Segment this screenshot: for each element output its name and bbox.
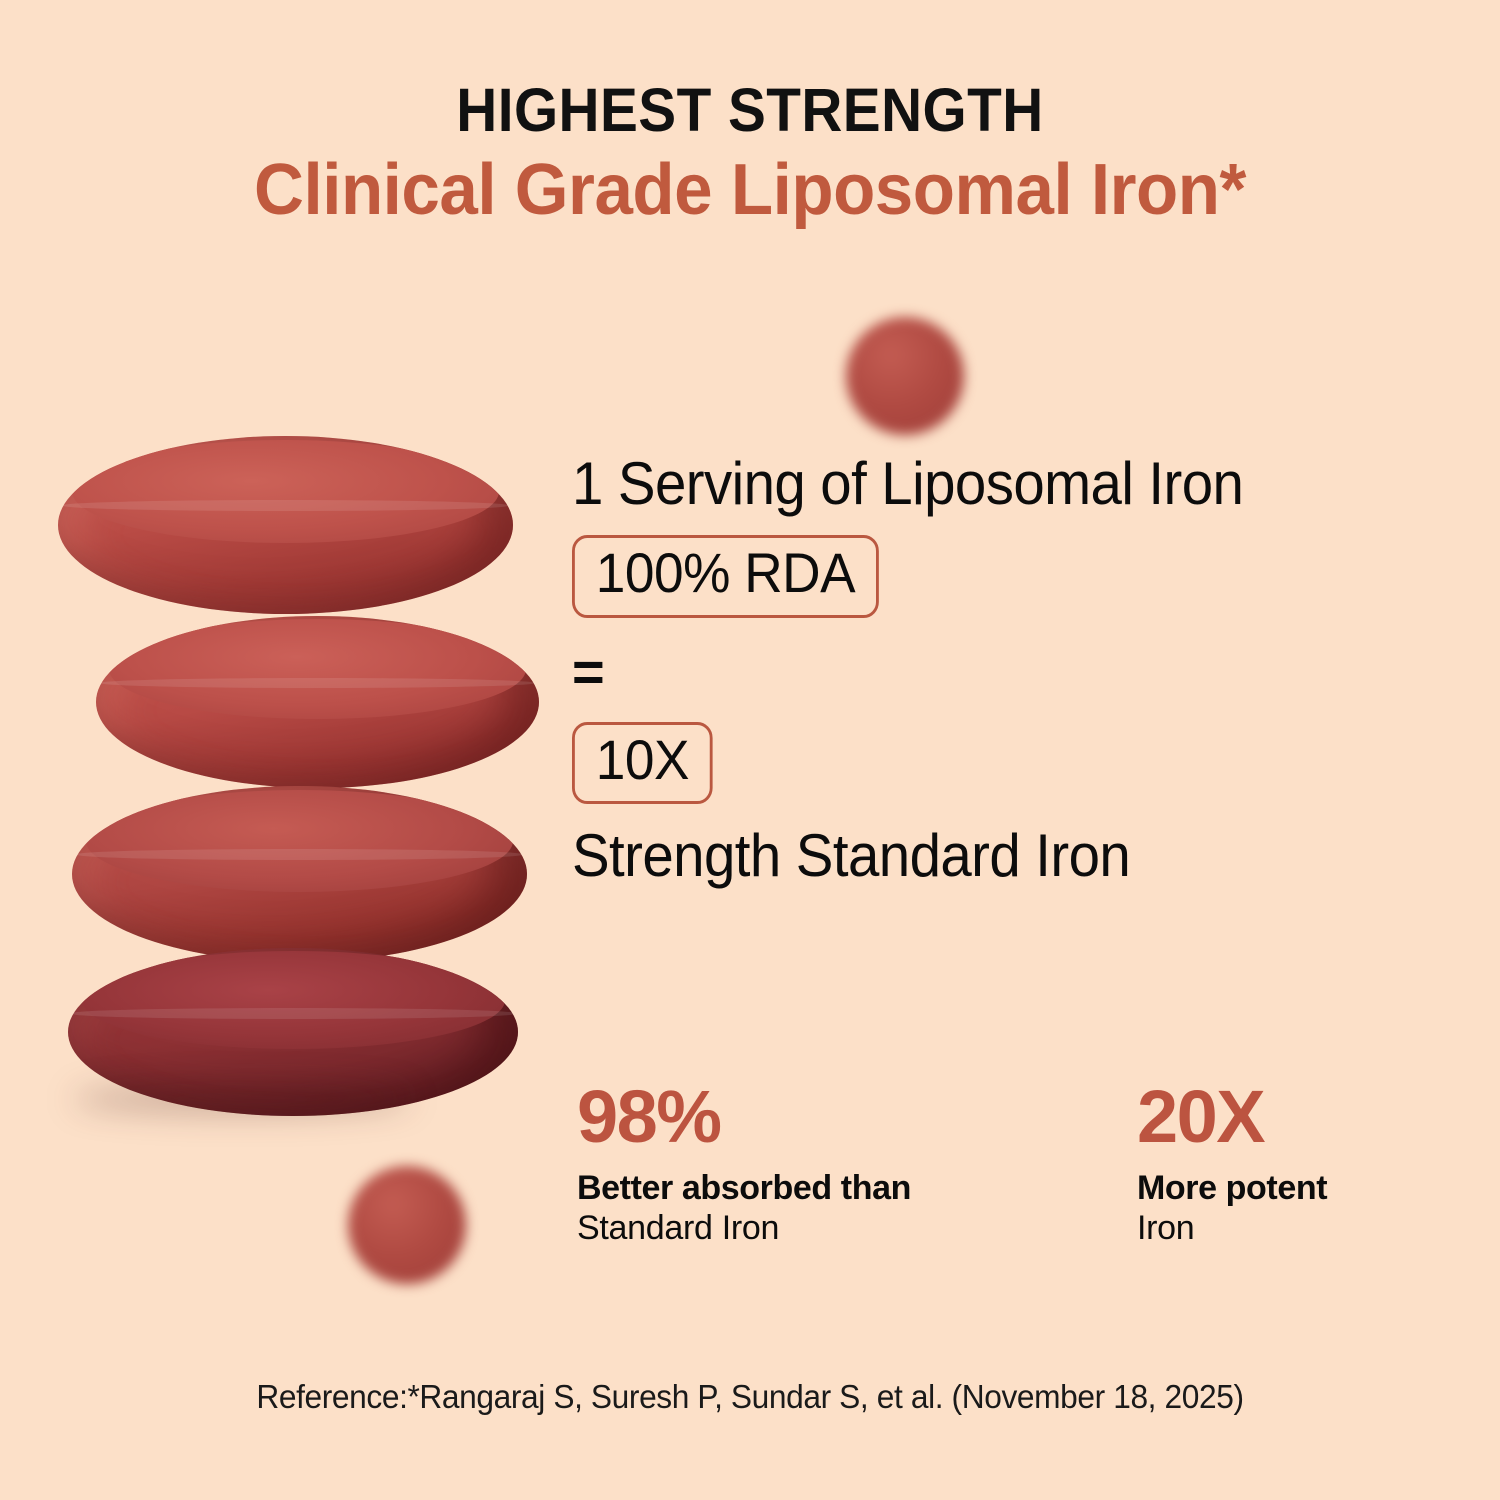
- header-block: HIGHEST STRENGTH Clinical Grade Liposoma…: [0, 78, 1500, 230]
- stat-absorption: 98% Better absorbed than Standard Iron: [577, 1075, 1137, 1250]
- decorative-sphere-icon: [846, 317, 964, 435]
- pill-rim: [72, 1008, 514, 1019]
- kicker-text: HIGHEST STRENGTH: [456, 76, 1044, 144]
- equals-symbol: =: [572, 639, 605, 703]
- pill-face: [85, 789, 514, 892]
- pill-stack-illustration: [58, 428, 539, 1116]
- decorative-sphere-icon: [348, 1166, 466, 1284]
- stat-label-primary: Better absorbed than: [577, 1169, 911, 1208]
- pill-stack-shadow: [72, 1085, 412, 1113]
- pill-tablet: [58, 436, 513, 614]
- claims-block: 1 Serving of Liposomal Iron 100% RDA = 1…: [572, 450, 1472, 890]
- stat-number: 98%: [577, 1075, 722, 1158]
- stat-label-primary: More potent: [1137, 1169, 1328, 1208]
- reference-footnote: Reference:*Rangaraj S, Suresh P, Sundar …: [256, 1378, 1244, 1415]
- stat-potency: 20X More potent Iron: [1137, 1075, 1457, 1250]
- badge-multiplier: 10X: [572, 721, 713, 805]
- pill-face: [81, 951, 505, 1049]
- claim-serving-line: 1 Serving of Liposomal Iron: [572, 450, 1244, 517]
- pill-face: [71, 439, 500, 543]
- pill-rim: [100, 677, 535, 689]
- claim-strength-line: Strength Standard Iron: [572, 822, 1131, 890]
- pill-tablet: [72, 786, 527, 962]
- stat-number: 20X: [1137, 1075, 1266, 1158]
- badge-rda: 100% RDA: [572, 534, 879, 618]
- pill-tablet: [96, 616, 539, 788]
- pill-tablet: [68, 948, 518, 1116]
- stats-row: 98% Better absorbed than Standard Iron 2…: [577, 1075, 1457, 1250]
- stat-label-secondary: Standard Iron: [577, 1209, 780, 1248]
- pill-face: [109, 619, 526, 720]
- pill-rim: [62, 500, 509, 511]
- pill-rim: [76, 849, 523, 860]
- page-title: Clinical Grade Liposomal Iron*: [254, 150, 1246, 231]
- stat-label-secondary: Iron: [1137, 1209, 1195, 1248]
